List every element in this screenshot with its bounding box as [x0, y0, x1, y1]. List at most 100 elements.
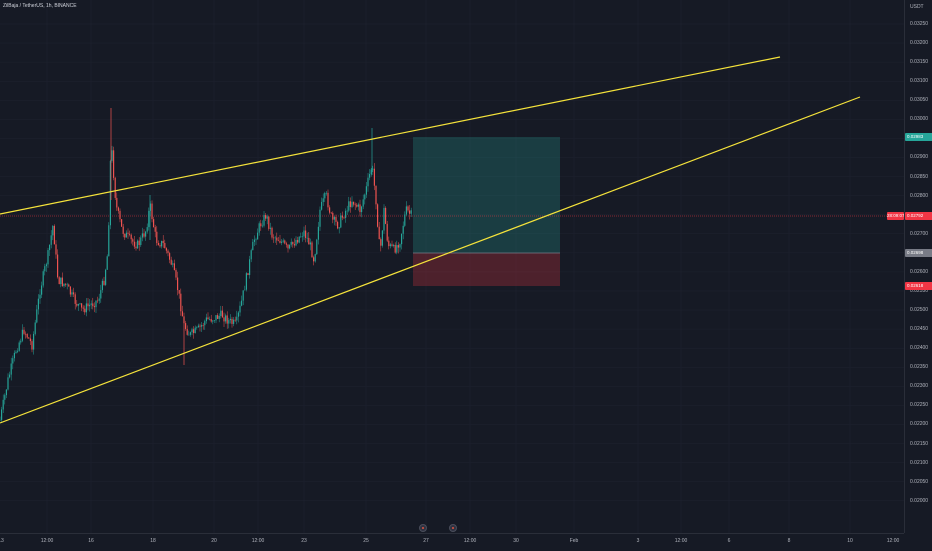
candle-body: [388, 240, 390, 247]
candle-body: [329, 207, 331, 213]
candle-body: [359, 204, 361, 213]
candle-body: [333, 217, 335, 220]
candle-body: [380, 239, 382, 246]
price-axis[interactable]: USDT 0.03250 0.03200 0.03150 0.03100 0.03050…: [904, 0, 932, 533]
candle-body: [0, 419, 1, 421]
candle-body: [236, 316, 238, 321]
candle-body: [193, 329, 195, 334]
event-icon[interactable]: [419, 524, 427, 532]
candle-body: [140, 237, 142, 245]
candle-body: [44, 266, 46, 272]
candle-body: [205, 317, 207, 322]
time-axis-label: 27: [423, 538, 429, 544]
price-chart[interactable]: [0, 0, 904, 533]
candle-body: [31, 341, 33, 350]
candle-body: [194, 327, 196, 334]
candle-body: [153, 219, 155, 228]
candle-body: [114, 177, 116, 198]
candle-body: [105, 269, 107, 285]
upper-trendline: [0, 56, 781, 215]
candle-body: [221, 310, 223, 318]
candle-body: [210, 319, 212, 322]
candle-body: [209, 319, 211, 320]
candle-body: [151, 203, 153, 220]
time-axis-label: 12:00: [886, 538, 900, 544]
event-icon[interactable]: [449, 524, 457, 532]
candle-body: [41, 285, 43, 295]
candle-body: [367, 177, 369, 187]
candle-body: [125, 232, 127, 238]
candle-body: [202, 325, 204, 326]
candle-body: [215, 315, 217, 321]
candle-body: [341, 215, 343, 218]
candle-body: [101, 280, 103, 291]
candle-body: [252, 241, 254, 251]
candle-body: [373, 168, 375, 186]
candle-body: [157, 243, 159, 246]
candle-body: [319, 209, 321, 227]
candle-body: [394, 244, 396, 253]
candle-body: [349, 201, 351, 207]
time-axis-label: 12:00: [251, 538, 265, 544]
candle-body: [233, 319, 235, 324]
candle-body: [186, 328, 188, 335]
symbol-legend: ZilBaja / TetherUS, 1h, BINANCE: [3, 3, 77, 9]
candle-body: [239, 305, 241, 313]
candle-body: [98, 298, 100, 301]
candle-body: [325, 192, 327, 194]
time-axis-label: 3: [636, 538, 640, 544]
candle-body: [356, 204, 358, 207]
price-axis-label: 0.02550: [910, 287, 929, 294]
candle-body: [119, 210, 121, 220]
candle-body: [242, 290, 244, 301]
candle-body: [161, 240, 163, 247]
time-axis-label: 16: [88, 538, 94, 544]
candle-body: [177, 277, 179, 291]
candle-body: [196, 327, 198, 328]
candle-body: [361, 206, 363, 213]
candle-body: [285, 243, 287, 245]
candle-body: [77, 304, 79, 306]
candle-body: [178, 290, 180, 294]
candle-body: [389, 244, 391, 247]
candle-body: [71, 292, 73, 295]
candle-body: [383, 207, 385, 231]
candle-body: [345, 210, 347, 218]
time-axis[interactable]: 13 12:00 16 18 20 12:00 23 25 27 12:00 30 Feb 3 12:00…: [0, 533, 904, 551]
candle-body: [97, 300, 99, 302]
candle-body: [7, 377, 9, 390]
time-axis-label: 6: [727, 538, 731, 544]
candle-body: [311, 242, 313, 258]
candle-body: [154, 227, 156, 232]
candle-body: [52, 225, 54, 236]
candle-body: [61, 277, 63, 287]
candle-body: [330, 212, 332, 214]
price-axis-label: 0.02050: [910, 478, 929, 485]
chart-area[interactable]: ZilBaja / TetherUS, 1h, BINANCE 28:09:07: [0, 0, 904, 533]
candle-body: [138, 240, 140, 245]
candle-body: [273, 237, 275, 239]
candle-body: [274, 237, 276, 239]
candle-body: [249, 259, 251, 275]
candle-body: [113, 150, 115, 178]
candle-body: [386, 223, 388, 241]
candle-body: [322, 198, 324, 202]
candle-body: [84, 308, 86, 313]
candle-body: [290, 241, 292, 245]
price-axis-label: 0.02200: [910, 421, 929, 428]
candle-body: [181, 311, 183, 317]
candle-body: [313, 257, 315, 262]
candle-body: [149, 203, 151, 211]
candle-body: [245, 273, 247, 290]
candle-body: [148, 210, 150, 228]
candle-body: [228, 320, 230, 324]
candle-body: [29, 338, 31, 342]
candle-body: [37, 298, 39, 310]
candle-body: [73, 292, 75, 295]
candle-body: [191, 329, 193, 333]
time-axis-label: 23: [301, 538, 307, 544]
candle-body: [28, 337, 30, 339]
candle-body: [378, 226, 380, 240]
candle-body: [369, 174, 371, 178]
entry-price-tag: 0.02698: [905, 249, 932, 257]
